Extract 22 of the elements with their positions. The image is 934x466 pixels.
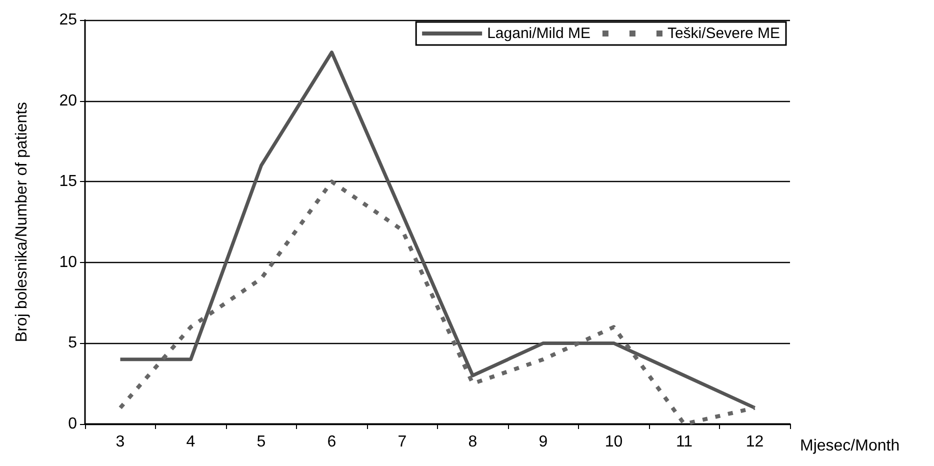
y-tick-label: 5: [68, 334, 78, 352]
x-tick-label: 5: [256, 434, 266, 450]
legend-label: Teški/Severe ME: [667, 25, 780, 42]
y-tick-label: 20: [59, 92, 78, 110]
x-tick-label: 4: [186, 434, 196, 450]
x-tick-label: 6: [327, 434, 336, 450]
x-tick-label: 10: [604, 434, 623, 450]
y-tick-label: 10: [59, 254, 78, 271]
x-tick-label: 12: [746, 434, 764, 450]
x-tick-label: 9: [538, 434, 548, 450]
y-tick-label: 0: [68, 416, 78, 432]
line-series: [118, 50, 756, 410]
legend-label: Lagani/Mild ME: [487, 25, 590, 42]
x-tick-label: 8: [468, 434, 478, 450]
line-series: [118, 180, 757, 426]
x-axis-title: Mjesec/Month: [800, 438, 900, 454]
x-tick-label: 7: [398, 434, 407, 450]
y-tick-label: 15: [59, 173, 78, 190]
x-tick-label: 3: [116, 434, 125, 450]
y-tick-label: 25: [59, 12, 78, 28]
x-tick-label: 11: [676, 434, 693, 450]
y-axis-title: Broj bolesnika/Number of patients: [14, 102, 30, 342]
